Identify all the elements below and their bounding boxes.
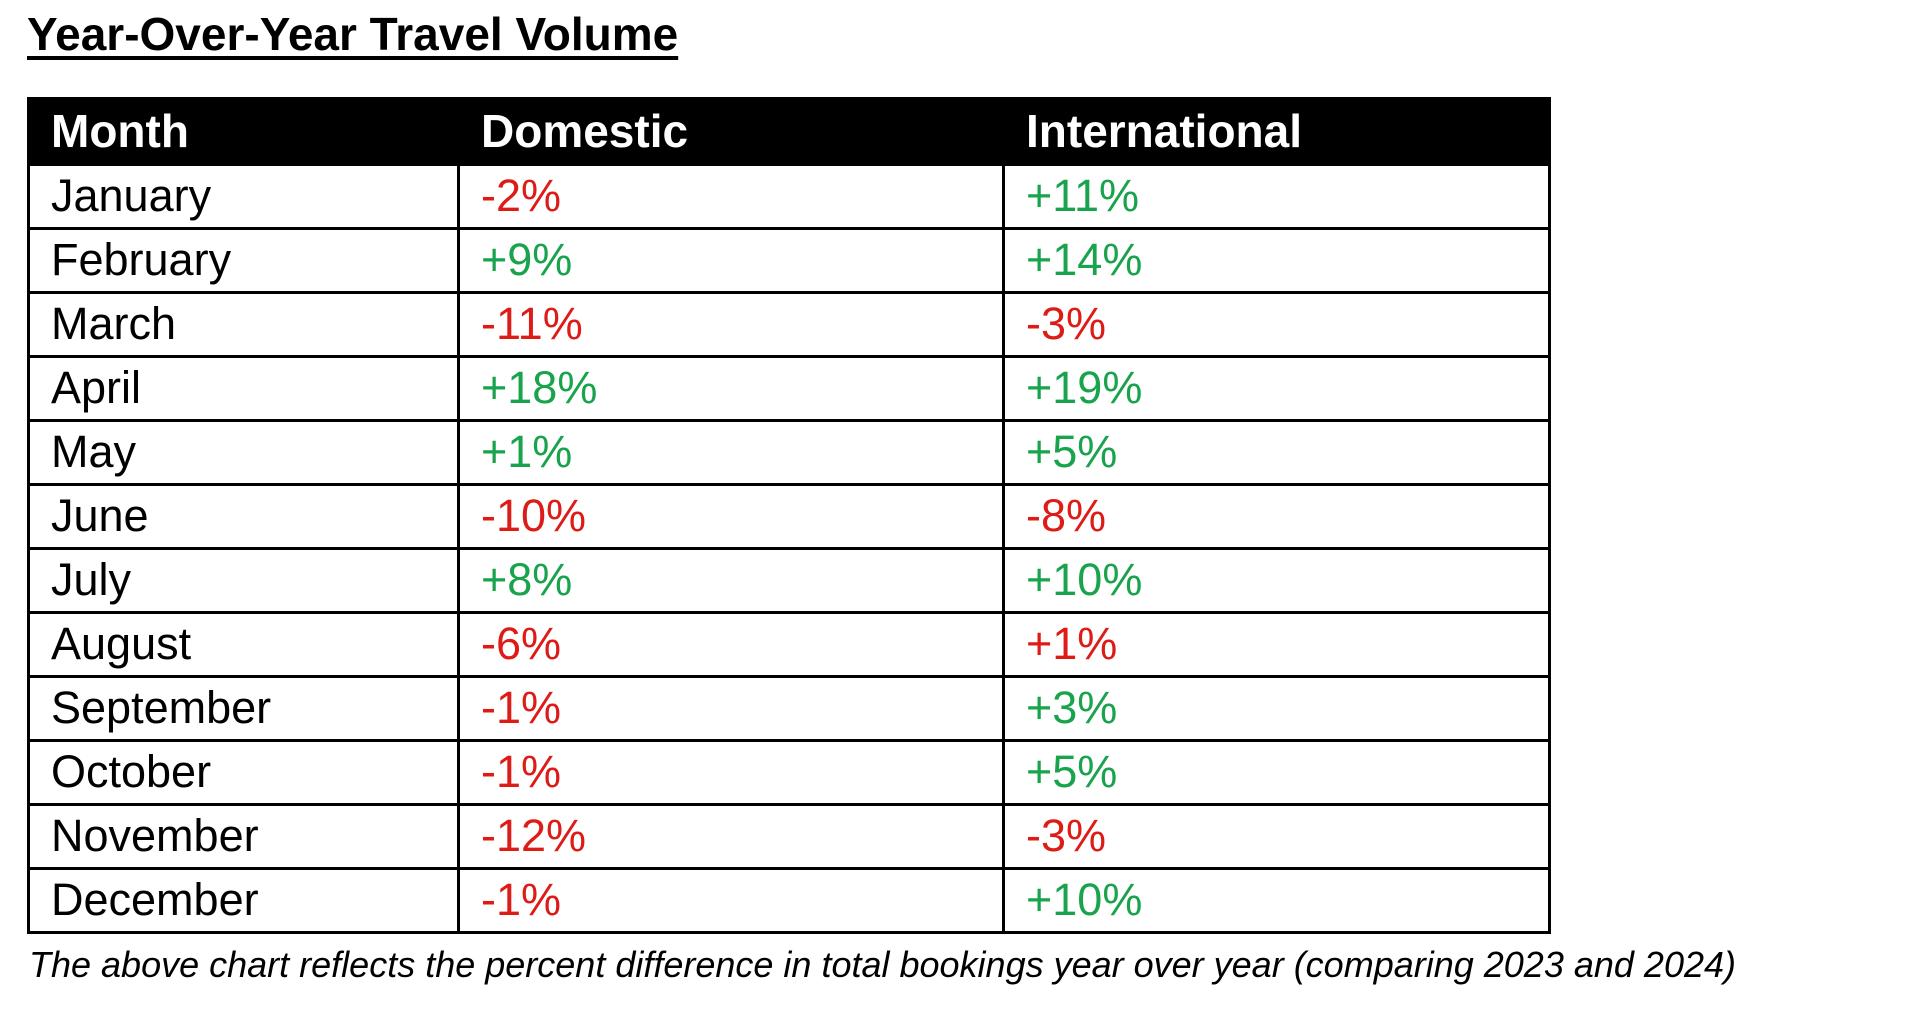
international-value-cell: -8% (1002, 482, 1551, 550)
table-row: December -1% +10% (27, 866, 1551, 934)
domestic-value-cell: -12% (457, 802, 1005, 870)
domestic-value-cell: +9% (457, 226, 1005, 294)
international-value-cell: +5% (1002, 738, 1551, 806)
domestic-value-cell: +18% (457, 354, 1005, 422)
international-value-cell: +10% (1002, 866, 1551, 934)
table-row: August -6% +1% (27, 610, 1551, 678)
month-cell: July (27, 546, 460, 614)
month-cell: September (27, 674, 460, 742)
table-row: May +1% +5% (27, 418, 1551, 486)
domestic-value-cell: -6% (457, 610, 1005, 678)
table-row: April +18% +19% (27, 354, 1551, 422)
table-row: July +8% +10% (27, 546, 1551, 614)
table-row: June -10% -8% (27, 482, 1551, 550)
domestic-value-cell: -1% (457, 738, 1005, 806)
international-value-cell: -3% (1002, 802, 1551, 870)
month-cell: February (27, 226, 460, 294)
table-row: February +9% +14% (27, 226, 1551, 294)
international-value-cell: +19% (1002, 354, 1551, 422)
month-cell: January (27, 162, 460, 230)
international-value-cell: -3% (1002, 290, 1551, 358)
table-row: October -1% +5% (27, 738, 1551, 806)
travel-volume-table: Month Domestic International January -2% +… (27, 96, 1551, 934)
international-value-cell: +14% (1002, 226, 1551, 294)
table-row: November -12% -3% (27, 802, 1551, 870)
domestic-value-cell: -1% (457, 866, 1005, 934)
table-row: January -2% +11% (27, 162, 1551, 230)
international-value-cell: +10% (1002, 546, 1551, 614)
domestic-value-cell: +8% (457, 546, 1005, 614)
column-header-domestic: Domestic (457, 96, 1005, 166)
international-value-cell: +11% (1002, 162, 1551, 230)
table-row: September -1% +3% (27, 674, 1551, 742)
domestic-value-cell: +1% (457, 418, 1005, 486)
international-value-cell: +1% (1002, 610, 1551, 678)
month-cell: March (27, 290, 460, 358)
column-header-international: International (1002, 96, 1551, 166)
footnote: The above chart reflects the percent dif… (29, 943, 1736, 985)
international-value-cell: +5% (1002, 418, 1551, 486)
international-value-cell: +3% (1002, 674, 1551, 742)
domestic-value-cell: -1% (457, 674, 1005, 742)
page-title: Year-Over-Year Travel Volume (27, 8, 679, 60)
month-cell: June (27, 482, 460, 550)
month-cell: August (27, 610, 460, 678)
table-body: January -2% +11% February +9% +14% March -11% -3… (27, 162, 1551, 934)
month-cell: April (27, 354, 460, 422)
domestic-value-cell: -2% (457, 162, 1005, 230)
month-cell: November (27, 802, 460, 870)
month-cell: October (27, 738, 460, 806)
domestic-value-cell: -10% (457, 482, 1005, 550)
month-cell: May (27, 418, 460, 486)
table-header-row: Month Domestic International (27, 96, 1551, 166)
month-cell: December (27, 866, 460, 934)
page: Year-Over-Year Travel Volume Month Domes… (27, 8, 1736, 985)
domestic-value-cell: -11% (457, 290, 1005, 358)
column-header-month: Month (27, 96, 460, 166)
table-row: March -11% -3% (27, 290, 1551, 358)
